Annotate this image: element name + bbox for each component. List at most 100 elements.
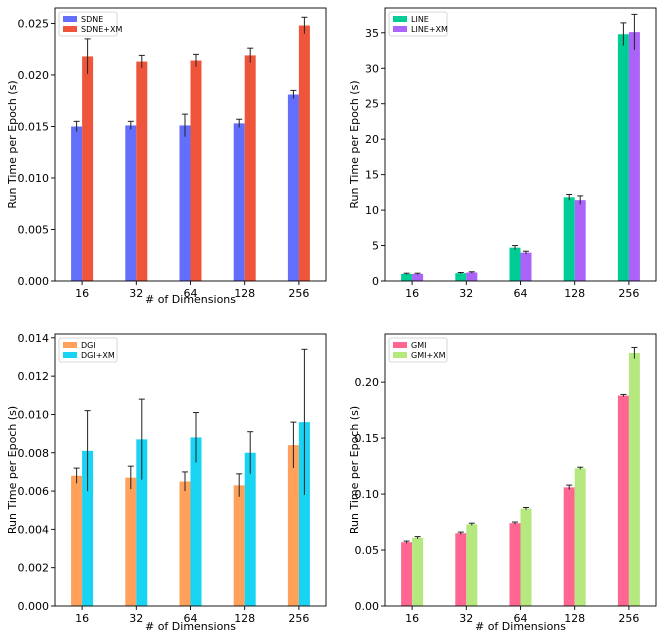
bar-gmi-xm-16 [412, 537, 424, 606]
bar-line-128 [563, 197, 575, 281]
x-tick-label: 128 [564, 287, 585, 300]
bar-dgi-xm-64 [190, 437, 202, 606]
x-tick-label: 16 [405, 287, 419, 300]
x-tick-label: 64 [514, 612, 528, 625]
x-tick-label: 128 [234, 612, 255, 625]
x-tick-label: 128 [564, 612, 585, 625]
y-tick-label: 0.008 [18, 447, 50, 460]
bar-gmi-32 [455, 533, 467, 606]
plot-frame [384, 7, 657, 282]
bar-dgi-xm-256 [298, 422, 310, 606]
legend-swatch-gmi [393, 342, 407, 348]
bar-gmi-16 [401, 542, 413, 606]
bar-gmi-xm-128 [574, 468, 586, 606]
y-axis-label: Run Time per Epoch (s) [6, 406, 19, 534]
x-tick-label: 128 [234, 287, 255, 300]
y-tick-label: 0.012 [18, 370, 50, 383]
y-tick-label: 0.15 [355, 432, 380, 445]
legend-label-gmi: GMI [411, 341, 426, 350]
x-tick-label: 64 [184, 287, 198, 300]
bar-dgi-128 [233, 485, 245, 606]
bar-gmi-xm-32 [466, 524, 478, 606]
legend-label-gmi-xm: GMI+XM [411, 351, 446, 360]
x-tick-label: 256 [288, 612, 309, 625]
bar-line-xm-32 [466, 272, 478, 281]
bar-sdne-xm-32 [136, 61, 148, 282]
y-tick-label: 15 [365, 169, 379, 182]
y-tick-label: 35 [365, 27, 379, 40]
chart-panel-1: 0.000 0.005 0.010 0.015 0.020 0.025 16 32 64 128 2… [6, 7, 327, 306]
bar-line-xm-64 [520, 252, 532, 281]
y-tick-label: 0.20 [355, 376, 380, 389]
x-tick-label: 32 [459, 287, 473, 300]
y-tick-label: 0.004 [18, 523, 50, 536]
x-tick-label: 64 [184, 612, 198, 625]
legend-label-sdne-xm: SDNE+XM [81, 25, 122, 34]
x-axis-label: # of Dimensions [145, 620, 236, 633]
bar-sdne-xm-64 [190, 60, 202, 281]
bar-dgi-xm-128 [244, 452, 256, 606]
legend-swatch-dgi-xm [63, 352, 77, 358]
bar-gmi-xm-64 [520, 508, 532, 606]
bar-line-256 [617, 34, 629, 282]
legend-swatch-dgi [63, 342, 77, 348]
y-tick-label: 0.010 [18, 172, 50, 185]
y-tick-label: 20 [365, 133, 379, 146]
bar-sdne-32 [125, 125, 137, 281]
legend-swatch-gmi-xm [393, 352, 407, 358]
bar-line-xm-256 [628, 32, 640, 281]
y-tick-label: 5 [372, 240, 379, 253]
legend-label-dgi: DGI [81, 341, 96, 350]
y-tick-label: 0.006 [18, 485, 50, 498]
y-tick-label: 10 [365, 204, 379, 217]
bar-line-32 [455, 273, 467, 281]
y-tick-label: 0.05 [355, 544, 380, 557]
bar-gmi-64 [509, 523, 521, 606]
y-tick-label: 25 [365, 98, 379, 111]
y-tick-label: 0.10 [355, 488, 380, 501]
bar-gmi-256 [617, 395, 629, 606]
chart-panel-3: 0.000 0.002 0.004 0.006 0.008 0.010 0.012 0.014… [6, 332, 327, 633]
x-tick-label: 16 [405, 612, 419, 625]
x-tick-label: 64 [514, 287, 528, 300]
legend-label-line: LINE [411, 15, 429, 24]
legend-label-sdne: SDNE [81, 15, 103, 24]
y-tick-label: 0.000 [18, 275, 50, 288]
bar-line-16 [401, 273, 413, 281]
y-axis-label: Run Time per Epoch (s) [348, 406, 361, 534]
x-tick-label: 32 [129, 287, 143, 300]
bar-gmi-128 [563, 487, 575, 606]
y-tick-label: 0.020 [18, 69, 50, 82]
bar-sdne-xm-128 [244, 55, 256, 282]
legend-swatch-line-xm [393, 26, 407, 32]
y-tick-label: 0.014 [18, 332, 50, 345]
y-tick-label: 0 [372, 275, 379, 288]
y-tick-label: 0.000 [18, 600, 50, 613]
legend-swatch-sdne [63, 16, 77, 22]
y-tick-label: 0.002 [18, 562, 50, 575]
y-tick-label: 0.015 [18, 120, 50, 133]
x-tick-label: 256 [618, 287, 639, 300]
x-tick-label: 16 [75, 287, 89, 300]
y-tick-label: 0.010 [18, 408, 50, 421]
x-tick-label: 256 [288, 287, 309, 300]
legend-swatch-sdne-xm [63, 26, 77, 32]
bar-dgi-xm-16 [82, 450, 94, 606]
chart-panel-4: 0.00 0.05 0.10 0.15 0.20 16 32 64 128 256 Run Time… [348, 333, 657, 633]
y-axis-label: Run Time per Epoch (s) [348, 80, 361, 208]
legend-label-dgi-xm: DGI+XM [81, 351, 115, 360]
bar-dgi-32 [125, 477, 137, 606]
y-axis-label: Run Time per Epoch (s) [6, 80, 19, 208]
x-axis-label: # of Dimensions [145, 293, 236, 306]
bar-sdne-xm-256 [298, 25, 310, 281]
y-tick-label: 0.00 [355, 600, 380, 613]
legend-swatch-line [393, 16, 407, 22]
bar-sdne-16 [71, 126, 83, 281]
x-tick-label: 32 [129, 612, 143, 625]
bar-line-64 [509, 247, 521, 281]
